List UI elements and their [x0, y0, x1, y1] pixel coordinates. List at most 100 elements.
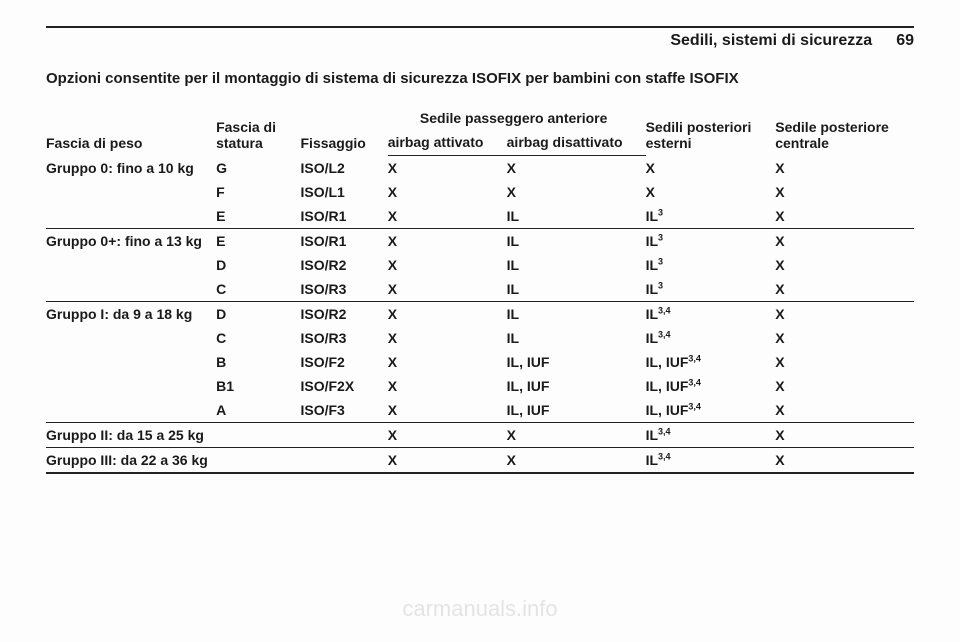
table-row: Gruppo II: da 15 a 25 kgXXIL3,4X [46, 423, 914, 448]
cell-post-cent: X [775, 398, 914, 423]
cell-post-cent: X [775, 326, 914, 350]
cell-post-ext: IL3,4 [646, 423, 776, 448]
th-statura: Fascia di statura [216, 107, 300, 156]
cell-post-ext: IL3 [646, 253, 776, 277]
cell-post-cent: X [775, 156, 914, 181]
cell-statura: G [216, 156, 300, 181]
cell-post-ext: IL3,4 [646, 448, 776, 474]
cell-fissaggio [301, 423, 388, 448]
cell-fissaggio: ISO/R1 [301, 204, 388, 229]
cell-post-cent: X [775, 180, 914, 204]
cell-statura: C [216, 326, 300, 350]
cell-statura: E [216, 204, 300, 229]
cell-statura: B [216, 350, 300, 374]
footnote-ref: 3,4 [658, 426, 671, 436]
watermark: carmanuals.info [402, 596, 557, 622]
table-row: Gruppo 0+: fino a 13 kgEISO/R1XILIL3X [46, 229, 914, 254]
running-head: Sedili, sistemi di sicurezza 69 [46, 32, 914, 50]
cell-airbag-off: IL [507, 302, 646, 327]
cell-fissaggio: ISO/R2 [301, 302, 388, 327]
cell-group-label: Gruppo II: da 15 a 25 kg [46, 423, 216, 448]
th-post-cent: Sedile posteriore centrale [775, 107, 914, 156]
table-body: Gruppo 0: fino a 10 kgGISO/L2XXXXFISO/L1… [46, 156, 914, 474]
footnote-ref: 3,4 [658, 305, 671, 315]
isofix-table: Fascia di peso Fascia di statura Fissagg… [46, 107, 914, 474]
cell-post-cent: X [775, 374, 914, 398]
cell-post-ext: IL3,4 [646, 326, 776, 350]
th-post-ext: Sedili posteriori esterni [646, 107, 776, 156]
cell-post-ext: IL3 [646, 229, 776, 254]
cell-post-cent: X [775, 302, 914, 327]
cell-statura [216, 448, 300, 474]
th-airbag-on: airbag attivato [388, 131, 507, 156]
cell-post-ext: X [646, 180, 776, 204]
cell-airbag-on: X [388, 277, 507, 302]
cell-airbag-on: X [388, 253, 507, 277]
cell-airbag-off: IL [507, 277, 646, 302]
cell-group-label: Gruppo I: da 9 a 18 kg [46, 302, 216, 423]
header-row-1: Fascia di peso Fascia di statura Fissagg… [46, 107, 914, 131]
cell-airbag-on: X [388, 229, 507, 254]
cell-airbag-on: X [388, 326, 507, 350]
cell-statura: D [216, 253, 300, 277]
section-title: Opzioni consentite per il montaggio di s… [46, 70, 914, 87]
cell-statura: A [216, 398, 300, 423]
table-head: Fascia di peso Fascia di statura Fissagg… [46, 107, 914, 156]
footnote-ref: 3 [658, 232, 663, 242]
cell-airbag-on: X [388, 398, 507, 423]
th-fissaggio: Fissaggio [301, 107, 388, 156]
cell-airbag-on: X [388, 302, 507, 327]
cell-fissaggio: ISO/F2 [301, 350, 388, 374]
cell-post-ext: IL3 [646, 204, 776, 229]
footnote-ref: 3,4 [658, 329, 671, 339]
cell-airbag-off: IL [507, 229, 646, 254]
cell-airbag-on: X [388, 374, 507, 398]
cell-fissaggio: ISO/F2X [301, 374, 388, 398]
th-airbag-off: airbag disattivato [507, 131, 646, 156]
cell-statura: F [216, 180, 300, 204]
cell-airbag-on: X [388, 423, 507, 448]
cell-fissaggio: ISO/R1 [301, 229, 388, 254]
footnote-ref: 3,4 [688, 401, 701, 411]
cell-airbag-off: IL [507, 253, 646, 277]
cell-airbag-off: IL, IUF [507, 374, 646, 398]
cell-airbag-off: X [507, 448, 646, 474]
cell-airbag-off: IL [507, 326, 646, 350]
cell-statura: B1 [216, 374, 300, 398]
cell-airbag-on: X [388, 204, 507, 229]
cell-post-ext: IL3 [646, 277, 776, 302]
cell-airbag-on: X [388, 156, 507, 181]
cell-post-cent: X [775, 277, 914, 302]
footnote-ref: 3 [658, 256, 663, 266]
cell-airbag-off: IL [507, 204, 646, 229]
cell-group-label: Gruppo III: da 22 a 36 kg [46, 448, 216, 474]
section-name: Sedili, sistemi di sicurezza [670, 32, 872, 50]
cell-post-ext: IL, IUF3,4 [646, 398, 776, 423]
table-row: Gruppo III: da 22 a 36 kgXXIL3,4X [46, 448, 914, 474]
cell-statura: E [216, 229, 300, 254]
footnote-ref: 3 [658, 207, 663, 217]
cell-group-label: Gruppo 0+: fino a 13 kg [46, 229, 216, 302]
cell-fissaggio: ISO/R3 [301, 277, 388, 302]
cell-airbag-off: IL, IUF [507, 350, 646, 374]
cell-airbag-off: IL, IUF [507, 398, 646, 423]
table-row: Gruppo 0: fino a 10 kgGISO/L2XXXX [46, 156, 914, 181]
cell-post-cent: X [775, 204, 914, 229]
top-rule [46, 26, 914, 28]
cell-statura [216, 423, 300, 448]
footnote-ref: 3,4 [688, 353, 701, 363]
table-row: Gruppo I: da 9 a 18 kgDISO/R2XILIL3,4X [46, 302, 914, 327]
cell-post-ext: IL, IUF3,4 [646, 350, 776, 374]
cell-post-cent: X [775, 448, 914, 474]
cell-airbag-off: X [507, 156, 646, 181]
cell-post-cent: X [775, 350, 914, 374]
footnote-ref: 3,4 [688, 377, 701, 387]
footnote-ref: 3,4 [658, 451, 671, 461]
cell-post-cent: X [775, 423, 914, 448]
th-front-span: Sedile passeggero anteriore [388, 107, 646, 131]
cell-post-ext: IL3,4 [646, 302, 776, 327]
cell-airbag-on: X [388, 350, 507, 374]
cell-fissaggio [301, 448, 388, 474]
cell-fissaggio: ISO/R2 [301, 253, 388, 277]
cell-airbag-off: X [507, 423, 646, 448]
